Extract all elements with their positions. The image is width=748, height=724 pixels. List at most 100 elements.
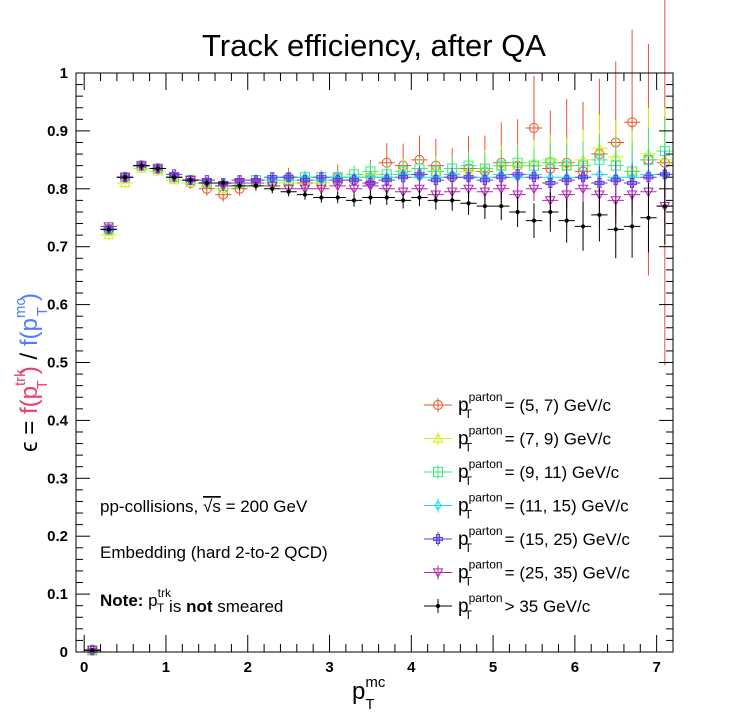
legend-label: pparton T = (7, 9) GeV/c [458, 424, 611, 455]
y-tick-label: 0.1 [47, 586, 68, 603]
data-point [564, 218, 569, 223]
data-point [432, 432, 444, 443]
annotation-line: Note: ptrk T is not smeared [100, 586, 283, 616]
legend-entry: pparton T = (15, 25) GeV/c [424, 524, 630, 555]
data-point [155, 166, 160, 171]
data-point [221, 180, 226, 186]
data-point [463, 184, 474, 195]
legend-entry: pparton T = (11, 15) GeV/c [424, 491, 629, 522]
chart-title: Track efficiency, after QA [202, 28, 546, 63]
data-point [384, 195, 389, 200]
data-point [597, 212, 602, 217]
legend-entry: pparton T = (9, 11) GeV/c [424, 457, 620, 488]
data-point [512, 190, 523, 201]
data-point [512, 169, 523, 180]
x-axis-title: pmc T [352, 674, 386, 713]
legend-entry: pparton T = (5, 7) GeV/c [424, 390, 611, 421]
data-point [185, 177, 196, 188]
data-point [106, 227, 111, 232]
x-tick-label: 5 [489, 659, 497, 676]
data-point [139, 163, 144, 168]
data-point [217, 183, 229, 193]
y-tick-label: 0.4 [47, 412, 69, 429]
data-point [253, 183, 259, 189]
data-point [103, 222, 115, 232]
legend-label: pparton T = (25, 35) GeV/c [458, 558, 630, 589]
data-point [626, 190, 638, 201]
data-point [136, 163, 147, 173]
data-point [482, 204, 488, 209]
data-point [466, 201, 471, 206]
data-point [577, 184, 589, 195]
data-point [335, 195, 340, 200]
annotations: pp-collisions, √s = 200 GeV Embedding (ha… [100, 497, 328, 616]
data-point [548, 209, 553, 215]
data-point [122, 175, 128, 180]
data-point [414, 169, 425, 180]
y-tick-label: 0.6 [47, 297, 68, 314]
data-point [531, 218, 537, 223]
data-point [528, 184, 540, 195]
data-point [447, 172, 458, 183]
data-point [528, 123, 539, 134]
data-point [627, 117, 638, 128]
data-point [168, 174, 180, 185]
legend-label: pparton T = (11, 15) GeV/c [458, 491, 629, 522]
y-axis-title: ϵ = f(ptrk T) / f(pmc T) [12, 293, 51, 452]
data-point [414, 184, 425, 195]
x-tick-label: 6 [571, 659, 579, 676]
data-point [446, 187, 458, 198]
axes: 0 0.1 0.2 0.3 0.4 0.5 0.6 0.7 0.8 0.9 1 0 1 2 3 4 5 6 7 [47, 65, 674, 676]
y-tick-label: 0.5 [47, 355, 68, 372]
legend-label: pparton T = (9, 11) GeV/c [458, 457, 620, 488]
data-point [561, 190, 573, 201]
data-point [283, 184, 294, 195]
data-point [204, 180, 209, 186]
legend-entry: pparton T > 35 GeV/c [424, 591, 591, 622]
data-point [332, 181, 344, 192]
data-point [613, 227, 618, 232]
legend-label: pparton T = (15, 25) GeV/c [458, 524, 630, 555]
x-tick-label: 7 [652, 659, 660, 676]
data-point [499, 204, 504, 209]
data-point [270, 186, 275, 191]
data-point [302, 192, 308, 197]
data-point [299, 184, 311, 195]
y-tick-label: 0 [60, 644, 68, 661]
data-point [432, 568, 444, 579]
data-point [286, 189, 291, 194]
data-point [250, 178, 262, 189]
data-point [630, 224, 635, 229]
data-point [398, 172, 409, 183]
data-point [450, 198, 455, 203]
data-point [580, 224, 586, 229]
data-point [234, 178, 245, 189]
data-point [316, 172, 327, 183]
data-point [315, 184, 327, 195]
data-point [435, 603, 441, 609]
x-axis-label: pmc T [352, 674, 386, 713]
legend-label: pparton T > 35 GeV/c [458, 591, 591, 622]
legend-label: pparton T = (5, 7) GeV/c [458, 390, 611, 421]
data-point [119, 177, 131, 188]
data-point [103, 229, 115, 240]
data-point [479, 187, 491, 198]
data-point [417, 195, 422, 200]
data-point [365, 181, 376, 192]
data-point [283, 172, 294, 183]
y-tick-label: 0.2 [47, 528, 68, 545]
data-point [433, 400, 443, 410]
data-point [434, 500, 442, 511]
data-point [237, 183, 242, 189]
plot-area [84, 0, 673, 656]
data-point [515, 209, 520, 215]
data-point [495, 184, 507, 195]
data-point [646, 215, 651, 220]
y-tick-label: 0.3 [47, 470, 68, 487]
legend-entry: pparton T = (7, 9) GeV/c [424, 424, 611, 455]
data-point [381, 184, 393, 195]
data-point [662, 204, 667, 209]
data-point [430, 175, 441, 186]
series-7 [84, 162, 673, 653]
data-point [433, 534, 443, 544]
